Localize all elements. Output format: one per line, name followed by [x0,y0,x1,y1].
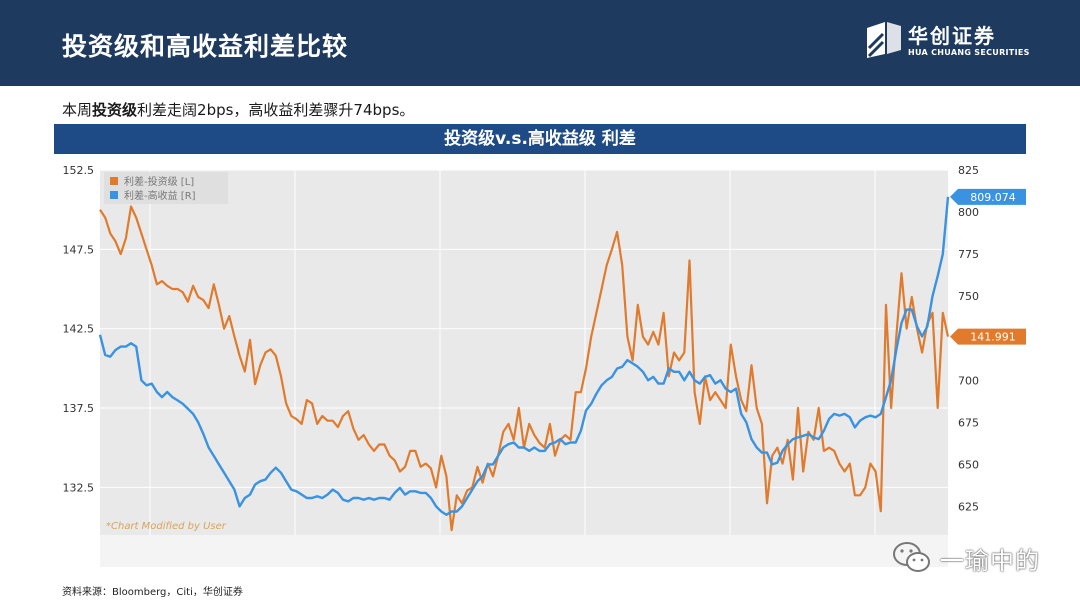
logo-cube-icon [867,22,901,58]
legend-box [104,172,228,204]
right-tick-label: 650 [958,458,979,471]
spread-line-chart: 152.5147.5142.5137.5132.5825800775750725… [63,164,1026,567]
legend-label: 利差-高收益 [R] [124,189,196,202]
left-tick-label: 132.5 [63,481,95,494]
summary-part1: 本周 [62,101,93,119]
source-note: 资料来源：Bloomberg，Citi，华创证券 [62,587,243,598]
page-title: 投资级和高收益利差比较 [62,32,349,61]
plot-area [100,170,948,535]
company-logo: 华创证券 HUA CHUANG SECURITIES [863,18,1029,64]
summary-bold: 投资级 [92,101,138,119]
watermark-text: 一瑜中的 [940,546,1040,575]
last-value-tag [950,328,1026,345]
right-tick-label: 750 [958,290,979,303]
summary-text: 本周投资级利差走阔2bps，高收益利差骤升74bps。 [62,99,414,120]
left-tick-label: 152.5 [63,164,95,177]
watermark: 一瑜中的 [892,538,1040,578]
chart-banner: 投资级v.s.高收益级 利差 [54,124,1026,154]
last-value-label: 141.991 [970,331,1016,344]
chart-annotation: *Chart Modified by User [106,521,227,532]
logo-english-text: HUA CHUANG SECURITIES [908,48,1030,57]
x-axis-strip [100,535,948,567]
header-bar: 投资级和高收益利差比较 华创证券 HUA CHUANG SECURITIES [0,0,1080,86]
right-tick-label: 625 [958,500,979,513]
last-value-tag [950,188,1026,205]
right-tick-label: 775 [958,248,979,261]
right-tick-label: 825 [958,164,979,177]
series-line-high-yield [98,196,950,516]
chart-container: 152.5147.5142.5137.5132.5825800775750725… [54,154,1026,567]
left-tick-label: 137.5 [63,402,95,415]
legend-swatch [110,191,118,199]
logo-chinese-text: 华创证券 [908,24,996,48]
right-tick-label: 675 [958,416,979,429]
last-value-label: 809.074 [970,191,1016,204]
right-tick-label: 700 [958,374,979,387]
left-tick-label: 142.5 [63,323,95,336]
legend-swatch [110,177,118,185]
right-tick-label: 800 [958,206,979,219]
wechat-icon [893,542,930,572]
summary-part2: 利差走阔2bps，高收益利差骤升74bps。 [137,101,415,119]
left-tick-label: 147.5 [63,243,95,256]
legend-label: 利差-投资级 [L] [124,175,194,188]
